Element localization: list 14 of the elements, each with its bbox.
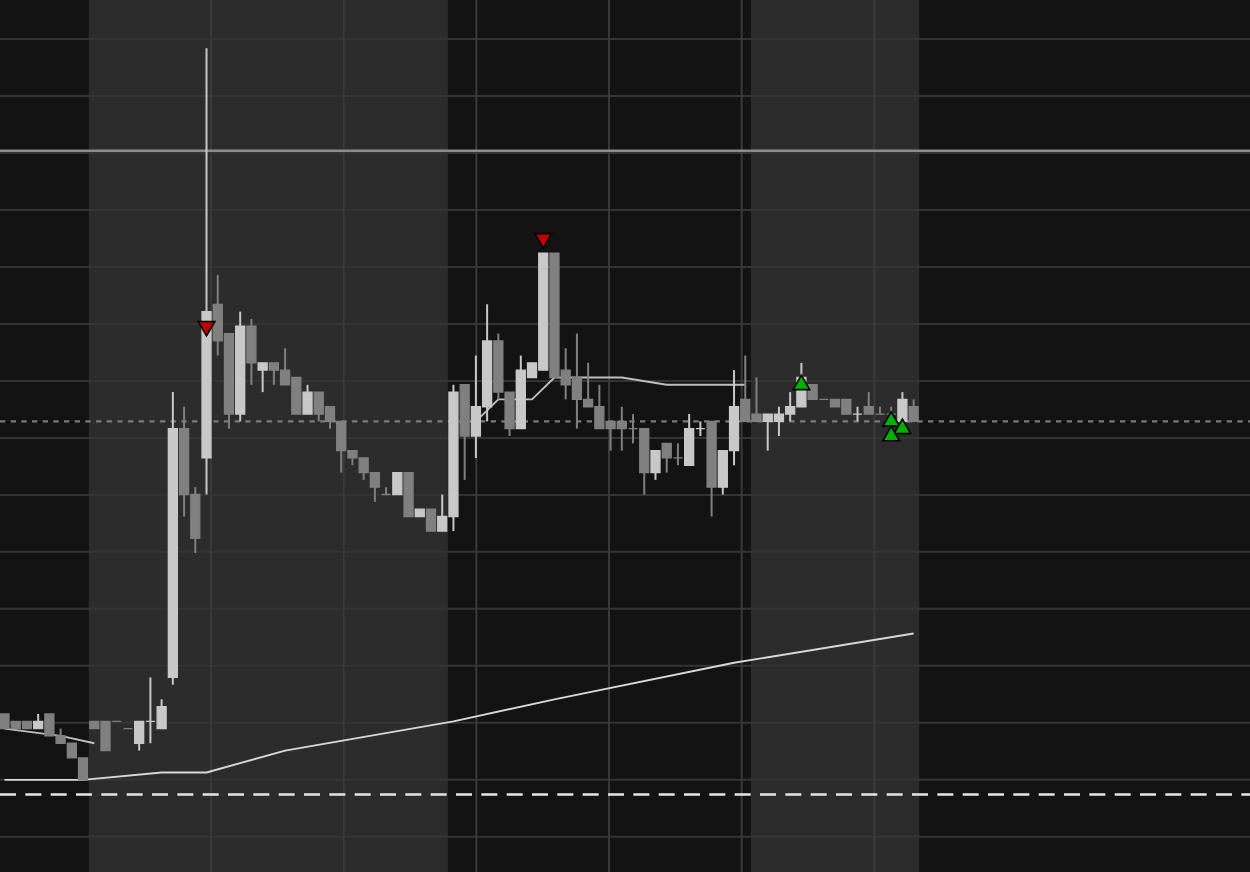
point: [197, 320, 216, 337]
point: [792, 374, 811, 391]
candlestick: [392, 471, 403, 496]
candlestick: [257, 361, 268, 394]
point: [893, 418, 912, 435]
point: [882, 410, 901, 427]
point: [882, 425, 901, 442]
candlestick: [897, 391, 908, 423]
candlestick: [650, 449, 661, 481]
candlestick: [302, 383, 313, 416]
candlestick: [425, 508, 437, 532]
candlestick: [403, 471, 414, 518]
candlestick: [246, 317, 257, 386]
point: [534, 232, 553, 249]
